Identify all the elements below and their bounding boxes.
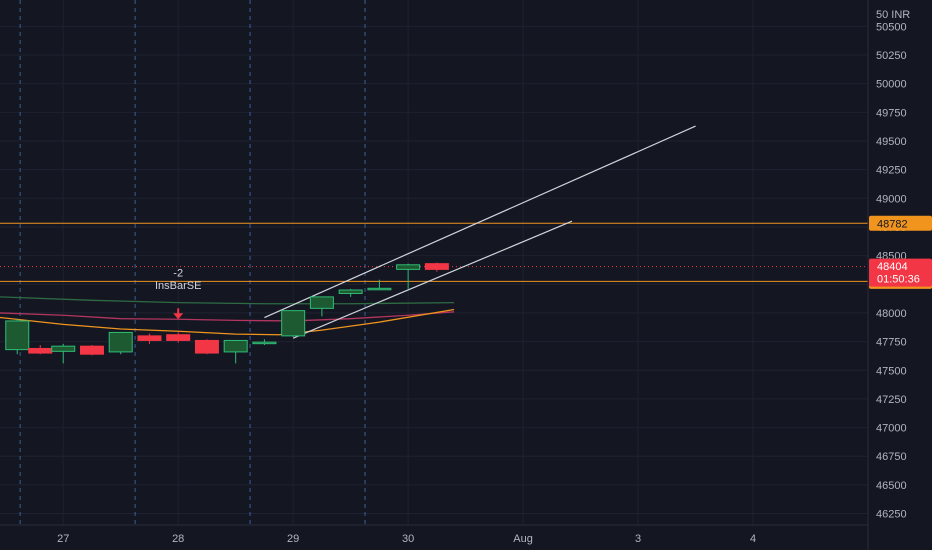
candle-up bbox=[338, 289, 363, 294]
grid bbox=[0, 0, 868, 525]
candle-down bbox=[28, 347, 53, 354]
time-axis[interactable]: 27 28 29 30 Aug 3 4 bbox=[0, 524, 868, 545]
y-tick-label: 47750 bbox=[876, 337, 907, 349]
y-tick-label: 46750 bbox=[876, 451, 907, 463]
x-tick-label: 30 bbox=[402, 533, 414, 545]
price-tag bbox=[869, 215, 932, 231]
candle-up bbox=[51, 345, 76, 352]
ma-orange-line bbox=[0, 308, 455, 336]
x-tick-label: 29 bbox=[287, 533, 299, 545]
candle-up bbox=[108, 331, 133, 353]
x-tick-label: 3 bbox=[635, 533, 641, 545]
candle-up bbox=[281, 310, 306, 337]
candle-up bbox=[252, 341, 277, 345]
y-tick-label: 50000 bbox=[876, 79, 907, 91]
candle-down bbox=[194, 339, 219, 354]
x-tick-label: Aug bbox=[513, 533, 533, 545]
y-tick-label: 50500 bbox=[876, 21, 907, 33]
trendline[interactable] bbox=[292, 220, 573, 339]
y-tick-label: 47500 bbox=[876, 365, 907, 377]
strategy-label: -2 bbox=[173, 267, 183, 279]
strategy-label: InsBarSE bbox=[155, 280, 201, 292]
ma-pink-line bbox=[0, 311, 455, 322]
candle-up bbox=[309, 296, 334, 309]
y-tick-label: 47000 bbox=[876, 423, 907, 435]
moving-averages bbox=[0, 296, 455, 336]
price-tag-value: 48404 bbox=[877, 261, 908, 273]
y-tick-label: 49250 bbox=[876, 165, 907, 177]
trendline[interactable] bbox=[264, 125, 696, 319]
y-tick-label: 49500 bbox=[876, 136, 907, 148]
candle-up bbox=[396, 264, 421, 270]
x-tick-label: 27 bbox=[57, 533, 69, 545]
y-tick-label: 48000 bbox=[876, 308, 907, 320]
candle-up bbox=[5, 320, 30, 351]
y-tick-label: 47250 bbox=[876, 394, 907, 406]
y-tick-label: 50250 bbox=[876, 50, 907, 62]
trendlines[interactable] bbox=[264, 125, 696, 339]
x-tick-label: 28 bbox=[172, 533, 184, 545]
candle-up bbox=[367, 287, 392, 291]
price-tags: 48782482754840401:50:36 bbox=[869, 215, 932, 289]
candle-up bbox=[223, 339, 248, 353]
countdown-label: 01:50:36 bbox=[877, 274, 920, 286]
y-tick-label: 49750 bbox=[876, 107, 907, 119]
ma-green-line bbox=[0, 296, 455, 305]
y-tick-label: 46500 bbox=[876, 480, 907, 492]
candle-down bbox=[424, 263, 449, 270]
y-tick-label: 49000 bbox=[876, 193, 907, 205]
x-tick-label: 4 bbox=[750, 533, 756, 545]
y-tick-label: 46250 bbox=[876, 509, 907, 521]
candle-down bbox=[166, 334, 191, 341]
currency-label: 50 INR bbox=[876, 9, 910, 21]
candles bbox=[5, 262, 449, 364]
arrow-down-icon bbox=[173, 313, 184, 320]
price-tag bbox=[869, 258, 932, 287]
candle-down bbox=[137, 335, 162, 341]
price-tag-value: 48782 bbox=[877, 218, 908, 230]
horizontal-levels[interactable] bbox=[0, 222, 868, 282]
candle-down bbox=[79, 345, 104, 355]
